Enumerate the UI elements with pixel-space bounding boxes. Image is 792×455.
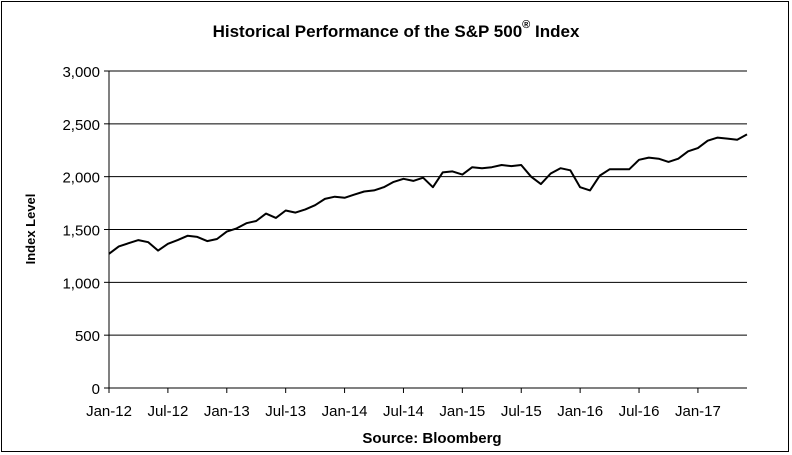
x-tick-label: Jul-13 bbox=[265, 403, 306, 420]
x-tick-label: Jan-15 bbox=[439, 403, 485, 420]
x-tick-label: Jan-12 bbox=[86, 403, 132, 420]
x-tick-label: Jul-12 bbox=[147, 403, 188, 420]
series-line bbox=[108, 133, 748, 255]
x-tick-label: Jan-14 bbox=[322, 403, 368, 420]
x-tick-label: Jul-14 bbox=[383, 403, 424, 420]
chart-title: Historical Performance of the S&P 500® I… bbox=[212, 19, 580, 41]
y-tick-label: 2,500 bbox=[62, 117, 100, 134]
gridlines bbox=[109, 70, 747, 336]
y-tick-label: 1,500 bbox=[62, 223, 100, 240]
y-tick-label: 0 bbox=[92, 381, 100, 398]
x-tick-label: Jan-16 bbox=[557, 403, 603, 420]
y-tick-label: 2,000 bbox=[62, 170, 100, 187]
y-tick-label: 1,000 bbox=[62, 275, 100, 292]
x-tick-label: Jul-16 bbox=[619, 403, 660, 420]
x-axis-tick-labels: Jan-12 Jul-12 Jan-13 Jul-13 Jan-14 Jul-14 Jan-… bbox=[86, 388, 721, 420]
y-axis-label: Index Level bbox=[23, 194, 38, 265]
x-axis-source-label: Source: Bloomberg bbox=[362, 430, 501, 447]
x-tick-label: Jan-17 bbox=[675, 403, 721, 420]
y-tick-label: 3,000 bbox=[62, 64, 100, 81]
y-tick-label: 500 bbox=[75, 328, 100, 345]
x-tick-label: Jul-15 bbox=[501, 403, 542, 420]
y-axis-tick-labels: 0 500 1,000 1,500 2,000 2,500 3,000 bbox=[62, 64, 109, 398]
x-tick-label: Jan-13 bbox=[204, 403, 250, 420]
